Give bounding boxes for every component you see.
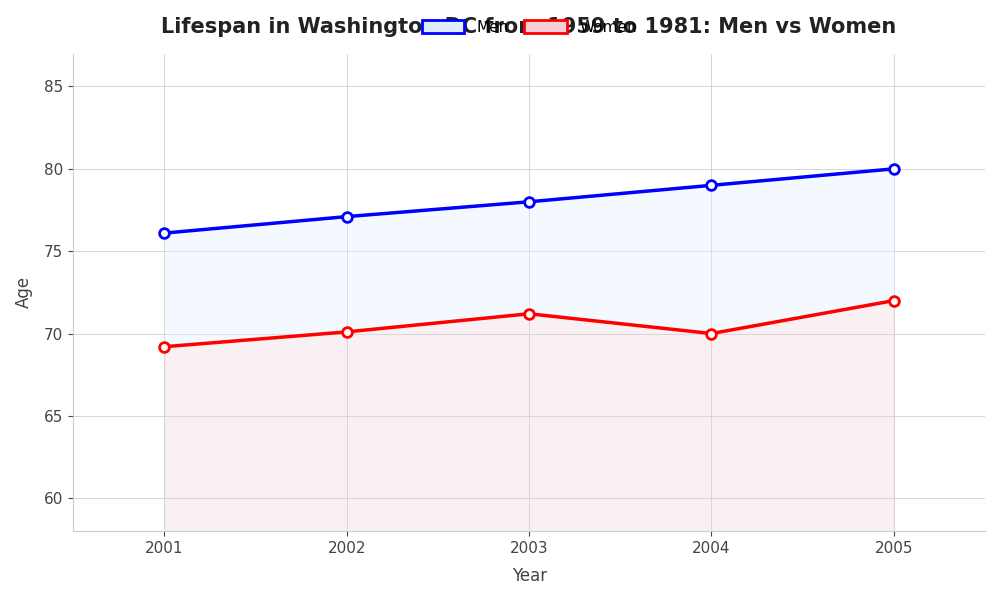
Title: Lifespan in Washington DC from 1959 to 1981: Men vs Women: Lifespan in Washington DC from 1959 to 1… (161, 17, 897, 37)
Legend: Men, Women: Men, Women (415, 13, 643, 41)
X-axis label: Year: Year (512, 567, 547, 585)
Y-axis label: Age: Age (15, 277, 33, 308)
